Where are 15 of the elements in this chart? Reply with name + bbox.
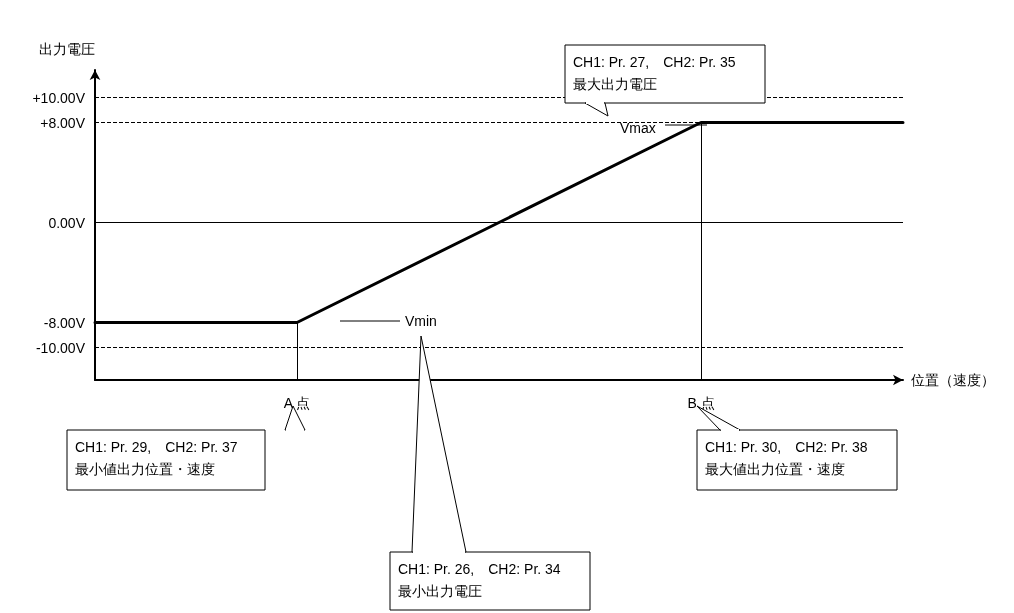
text: CH1: Pr. 29, CH2: Pr. 37 最小値出力位置・速度 [75,439,238,477]
y-axis-title: 出力電圧 [39,41,95,57]
y-tick-label: -8.00V [43,314,86,331]
x-axis-title: 位置（速度） [911,372,995,388]
y-tick-label: 0.00V [48,214,86,231]
x-tick-label: B 点 [687,395,715,411]
y-tick-label: +10.00V [32,89,86,106]
y-tick-label: +8.00V [40,114,86,131]
annotation: Vmax [620,120,656,136]
x-tick-label: A 点 [283,395,311,411]
text: CH1: Pr. 30, CH2: Pr. 38 最大値出力位置・速度 [705,439,868,477]
annotation: CH1: Pr. 27, CH2: Pr. 35 最大出力電圧 [573,54,736,92]
text: CH1: Pr. 26, CH2: Pr. 34 最小出力電圧 [398,561,561,599]
y-tick-label: -10.00V [35,339,86,356]
annotation: Vmin [405,313,437,329]
